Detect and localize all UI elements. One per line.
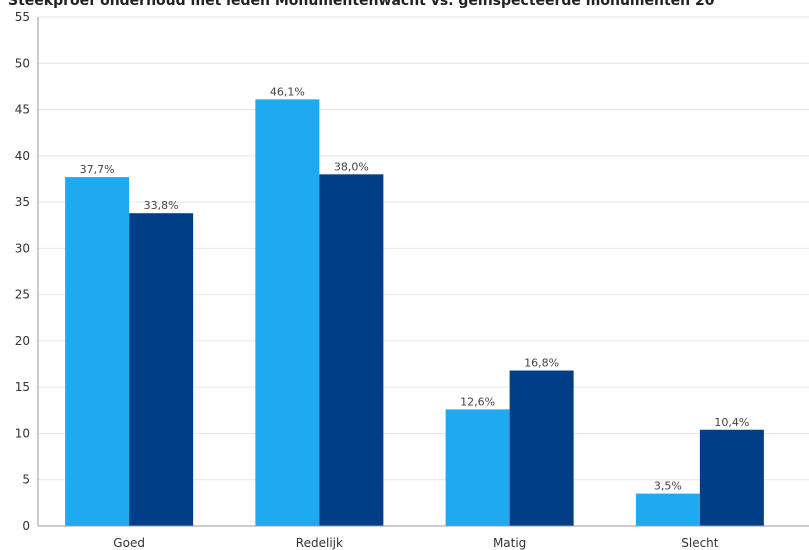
x-category-label: Goed: [113, 536, 145, 550]
data-label: 46,1%: [270, 85, 305, 98]
x-category-label: Redelijk: [296, 536, 343, 550]
y-axis-ticks: 0 5 10 15 20 25 30 35 40 45 50 55: [15, 10, 30, 533]
data-label: 16,8%: [524, 357, 559, 370]
bar-redelijk-series-1: [255, 99, 320, 527]
data-label: 3,5%: [654, 480, 682, 493]
y-tick-label: 0: [22, 519, 30, 533]
x-axis-categories: Goed Redelijk Matig Slecht: [113, 536, 718, 550]
y-tick-label: 55: [15, 10, 30, 24]
y-tick-label: 45: [15, 103, 30, 117]
y-tick-label: 5: [22, 473, 30, 487]
bar-slecht-series-2: [699, 429, 764, 526]
y-tick-label: 30: [15, 241, 30, 255]
data-label: 37,7%: [80, 163, 115, 176]
bar-goed-series-1: [65, 177, 130, 526]
bar-redelijk-series-2: [319, 174, 384, 526]
bar-matig-series-1: [445, 409, 510, 526]
bar-matig-series-2: [509, 370, 574, 526]
y-tick-label: 40: [15, 149, 30, 163]
chart-title: Steekproef onderhoud met leden Monumente…: [8, 0, 715, 9]
x-category-label: Matig: [493, 536, 526, 550]
y-tick-label: 50: [15, 56, 30, 70]
y-tick-label: 35: [15, 195, 30, 209]
data-label: 33,8%: [144, 199, 179, 212]
bar-slecht-series-1: [635, 493, 700, 526]
y-tick-label: 15: [15, 380, 30, 394]
y-tick-label: 25: [15, 288, 30, 302]
data-label: 38,0%: [334, 160, 369, 173]
x-category-label: Slecht: [681, 536, 719, 550]
y-tick-label: 10: [15, 426, 30, 440]
data-label: 10,4%: [714, 416, 749, 429]
bars: [65, 99, 764, 527]
data-labels: 37,7% 33,8% 46,1% 38,0% 12,6% 16,8% 3,5% 10,4%: [80, 85, 750, 492]
y-tick-label: 20: [15, 334, 30, 348]
data-label: 12,6%: [460, 395, 495, 408]
bar-goed-series-2: [129, 213, 194, 527]
